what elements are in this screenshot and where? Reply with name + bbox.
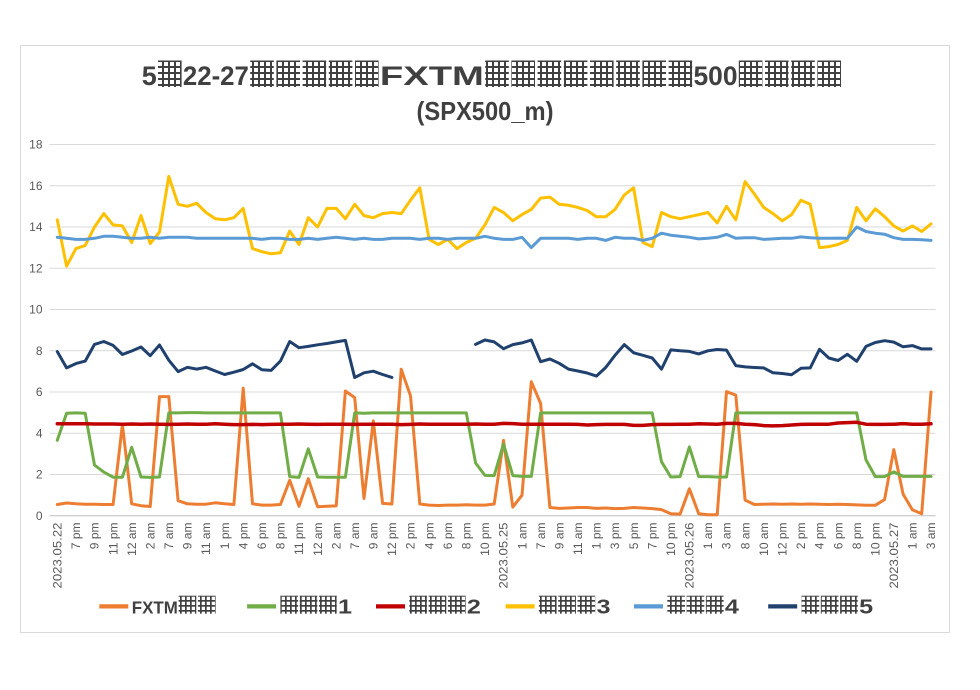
svg-text:12 pm: 12 pm: [776, 523, 790, 556]
svg-text:6 pm: 6 pm: [441, 523, 455, 550]
svg-text:10: 10: [29, 303, 43, 317]
svg-text:8 pm: 8 pm: [274, 523, 288, 550]
svg-text:8 pm: 8 pm: [850, 523, 864, 550]
svg-text:1 am: 1 am: [701, 523, 715, 550]
svg-text:2023.05.26: 2023.05.26: [683, 522, 697, 588]
svg-text:2023.05.27: 2023.05.27: [887, 522, 901, 588]
svg-text:12 am: 12 am: [125, 523, 139, 556]
svg-text:16: 16: [29, 179, 43, 193]
svg-text:12: 12: [29, 261, 43, 275]
svg-text:11 pm: 11 pm: [106, 523, 120, 555]
svg-text:FXTM: FXTM: [380, 61, 484, 91]
svg-text:8 am: 8 am: [738, 523, 752, 550]
svg-text:3 am: 3 am: [924, 523, 938, 550]
svg-text:8 pm: 8 pm: [459, 523, 473, 550]
svg-text:4 pm: 4 pm: [813, 523, 827, 550]
svg-text:10 pm: 10 pm: [478, 523, 492, 556]
svg-text:10 am: 10 am: [757, 523, 771, 556]
svg-text:7 am: 7 am: [534, 523, 548, 550]
svg-text:11 am: 11 am: [199, 523, 213, 555]
svg-text:22-27: 22-27: [183, 61, 249, 91]
svg-text:8: 8: [36, 344, 43, 358]
svg-text:2 pm: 2 pm: [794, 523, 808, 550]
svg-text:1 am: 1 am: [906, 523, 920, 550]
svg-text:10 pm: 10 pm: [868, 523, 882, 556]
svg-text:2: 2: [36, 468, 43, 482]
svg-text:2023.05.25: 2023.05.25: [497, 522, 511, 588]
svg-text:3 pm: 3 pm: [608, 523, 622, 550]
svg-text:9 am: 9 am: [181, 523, 195, 550]
svg-text:5: 5: [142, 61, 157, 91]
svg-text:1 pm: 1 pm: [590, 523, 604, 550]
svg-text:3: 3: [597, 597, 611, 619]
svg-text:6 pm: 6 pm: [831, 523, 845, 550]
svg-text:FXTM: FXTM: [132, 598, 178, 618]
svg-text:10 pm: 10 pm: [664, 523, 678, 556]
svg-text:4: 4: [36, 426, 43, 440]
svg-text:9 am: 9 am: [367, 523, 381, 550]
svg-text:7 pm: 7 pm: [69, 523, 83, 550]
svg-text:4 pm: 4 pm: [422, 523, 436, 550]
svg-text:1 am: 1 am: [515, 523, 529, 550]
svg-text:5 pm: 5 pm: [627, 523, 641, 550]
svg-text:12 am: 12 am: [311, 523, 325, 556]
svg-text:2 am: 2 am: [329, 523, 343, 550]
svg-text:9 am: 9 am: [552, 523, 566, 550]
svg-text:5: 5: [859, 597, 873, 619]
svg-text:2 am: 2 am: [143, 523, 157, 550]
svg-text:2: 2: [467, 597, 481, 619]
svg-text:7 am: 7 am: [162, 523, 176, 550]
svg-text:7 pm: 7 pm: [645, 523, 659, 550]
svg-text:7 am: 7 am: [348, 523, 362, 550]
svg-text:2023.05.22: 2023.05.22: [51, 522, 65, 588]
svg-text:6: 6: [36, 385, 43, 399]
svg-text:4: 4: [725, 597, 740, 619]
svg-text:1: 1: [338, 597, 352, 619]
svg-text:1 pm: 1 pm: [218, 523, 232, 550]
svg-text:500: 500: [694, 61, 738, 91]
svg-text:0: 0: [36, 509, 43, 523]
svg-text:4 pm: 4 pm: [236, 523, 250, 550]
svg-text:12 pm: 12 pm: [385, 523, 399, 556]
svg-text:11 am: 11 am: [571, 523, 585, 555]
svg-text:18: 18: [29, 138, 43, 152]
svg-text:3 am: 3 am: [720, 523, 734, 550]
svg-text:14: 14: [29, 220, 43, 234]
svg-text:2 pm: 2 pm: [404, 523, 418, 550]
svg-text:6 pm: 6 pm: [255, 523, 269, 550]
svg-text:11 pm: 11 pm: [292, 523, 306, 555]
svg-text:(SPX500_m): (SPX500_m): [417, 96, 554, 126]
svg-text:9 pm: 9 pm: [88, 523, 102, 550]
